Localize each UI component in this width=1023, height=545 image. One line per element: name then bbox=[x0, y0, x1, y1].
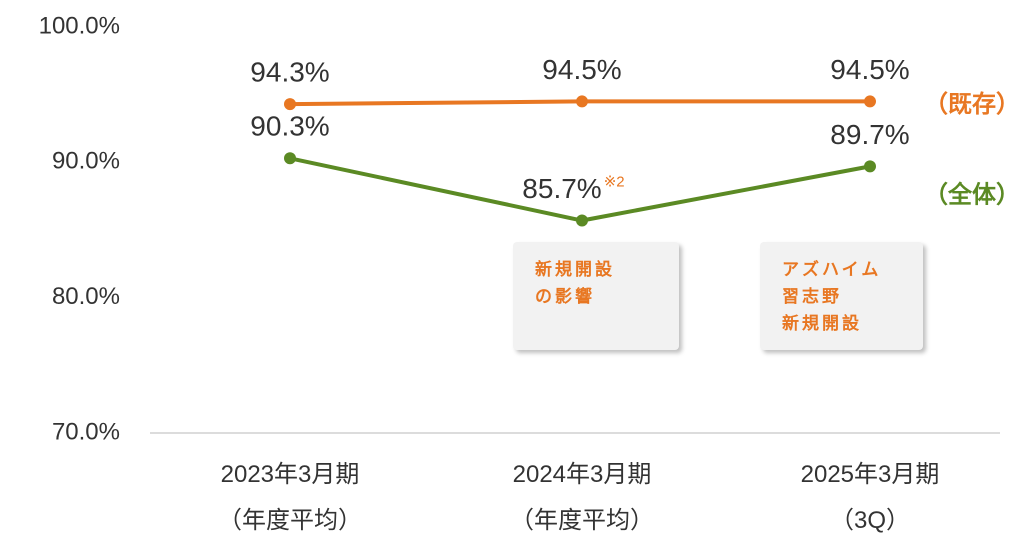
y-tick-label: 100.0% bbox=[39, 12, 120, 39]
x-tick-label: 2025年3月期 （3Q） bbox=[800, 461, 940, 534]
point bbox=[864, 95, 876, 108]
point bbox=[576, 214, 588, 227]
annotation-box: アズハイム 習志野 新規開設 bbox=[760, 242, 923, 350]
data-label: 89.7% bbox=[830, 119, 909, 150]
point bbox=[284, 98, 296, 111]
annotation-box: 新規開設 の影響 bbox=[513, 242, 679, 350]
data-label: 94.5% bbox=[542, 54, 621, 85]
data-label: 90.3% bbox=[250, 111, 329, 142]
y-tick-label: 90.0% bbox=[52, 148, 120, 175]
legend-label: （既存） bbox=[924, 91, 1020, 118]
point bbox=[576, 95, 588, 108]
data-label: 94.3% bbox=[250, 57, 329, 88]
data-label: 85.7% bbox=[522, 173, 601, 204]
legend-label: （全体） bbox=[924, 181, 1020, 209]
point bbox=[284, 152, 296, 165]
x-tick-label: 2024年3月期 （年度平均） bbox=[510, 461, 654, 534]
point bbox=[864, 160, 876, 173]
y-tick-label: 80.0% bbox=[52, 283, 120, 310]
data-label: 94.5% bbox=[830, 54, 909, 85]
footnote-mark: ※2 bbox=[604, 173, 625, 190]
x-tick-label: 2023年3月期 （年度平均） bbox=[218, 461, 362, 534]
y-tick-label: 70.0% bbox=[52, 418, 120, 445]
